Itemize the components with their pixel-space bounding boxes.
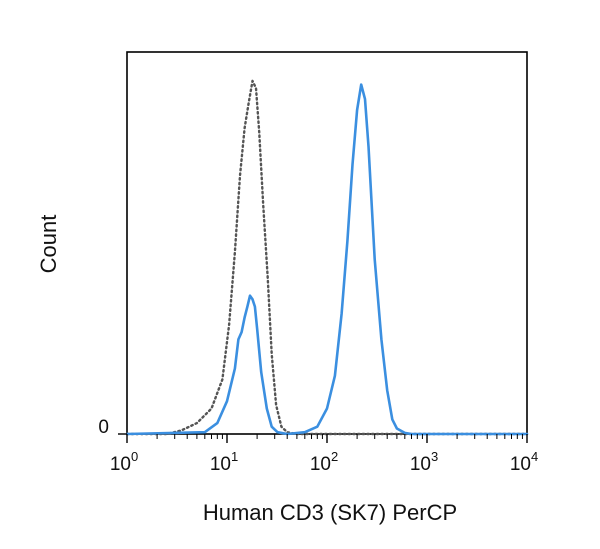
x-tick-label: 100 bbox=[110, 449, 138, 475]
x-tick-label: 103 bbox=[410, 449, 438, 475]
series-line-control-dotted bbox=[125, 79, 529, 436]
x-tick-label: 101 bbox=[210, 449, 238, 475]
plot-frame bbox=[126, 51, 528, 435]
x-axis: 100 101 102 103 104 bbox=[110, 434, 538, 475]
x-tick-label: 102 bbox=[310, 449, 338, 475]
series-layer bbox=[125, 79, 529, 436]
series-line-stained-blue bbox=[125, 83, 529, 436]
x-tick-label: 104 bbox=[510, 449, 538, 475]
y-axis-title: Count bbox=[36, 215, 61, 274]
y-axis: 0 bbox=[98, 417, 127, 438]
x-axis-title: Human CD3 (SK7) PerCP bbox=[203, 500, 457, 525]
y-tick-label: 0 bbox=[98, 417, 109, 438]
